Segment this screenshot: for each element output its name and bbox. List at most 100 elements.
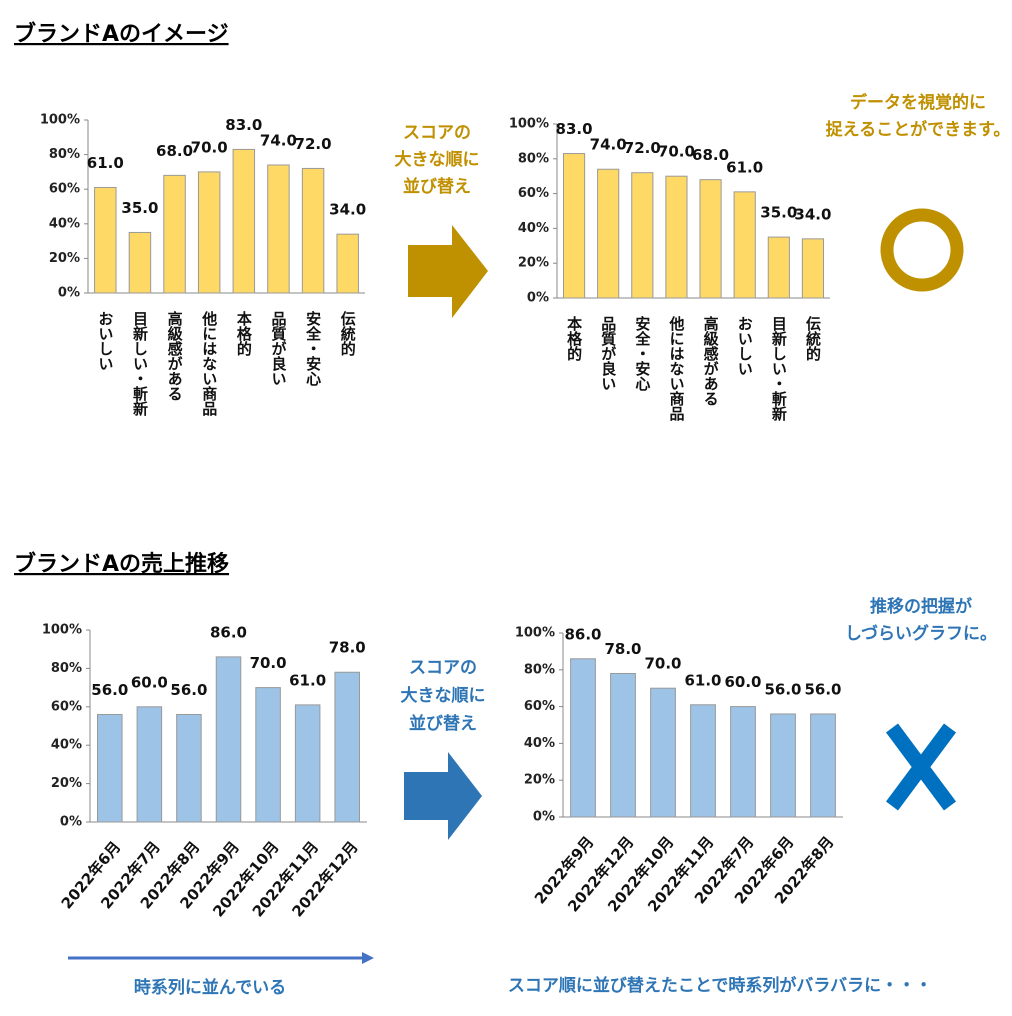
data-label: 34.0 xyxy=(794,205,831,223)
y-tick-label: 20% xyxy=(518,256,549,271)
data-label: 61.0 xyxy=(87,154,124,172)
data-label: 86.0 xyxy=(210,623,247,641)
x-tick-label: 伝統的 xyxy=(804,315,822,362)
data-label: 61.0 xyxy=(684,671,721,689)
bar xyxy=(730,706,756,818)
bar xyxy=(810,713,836,818)
data-label: 72.0 xyxy=(624,139,661,157)
data-label: 60.0 xyxy=(131,673,168,691)
data-label: 68.0 xyxy=(692,146,729,164)
cross-mark xyxy=(885,723,957,811)
data-label: 56.0 xyxy=(804,680,841,698)
y-tick-label: 80% xyxy=(51,661,82,676)
arrow-label: 大きな順に xyxy=(401,685,486,706)
section-title: ブランドAのイメージ xyxy=(14,21,229,47)
x-tick-label: 品質が良い xyxy=(269,311,287,386)
data-label: 86.0 xyxy=(564,625,601,643)
y-tick-label: 80% xyxy=(49,147,80,162)
note: 推移の把握が xyxy=(870,596,972,617)
circle-mark xyxy=(880,208,964,292)
data-label: 56.0 xyxy=(91,681,128,699)
y-tick-label: 40% xyxy=(51,738,82,753)
bar xyxy=(597,168,620,299)
x-tick-label: 他にはない商品 xyxy=(200,310,218,417)
data-label: 83.0 xyxy=(225,116,262,134)
bar xyxy=(699,179,722,299)
y-tick-label: 60% xyxy=(518,186,549,201)
y-tick-label: 80% xyxy=(518,151,549,166)
bar xyxy=(650,687,676,818)
y-tick-label: 100% xyxy=(40,113,80,128)
arrow-label: 並び替え xyxy=(403,176,471,197)
bar xyxy=(631,172,654,299)
y-tick-label: 20% xyxy=(524,773,555,788)
bar xyxy=(136,706,163,823)
arrow-label: スコアの xyxy=(403,123,471,143)
x-tick-label: 本格的 xyxy=(235,310,253,357)
bar xyxy=(163,174,186,294)
data-label: 60.0 xyxy=(724,673,761,691)
bar xyxy=(128,231,152,294)
bar xyxy=(267,164,290,294)
note: 捉えることができます。 xyxy=(826,119,1011,140)
x-tick-label: 本格的 xyxy=(565,315,583,362)
bar xyxy=(767,236,790,299)
data-label: 83.0 xyxy=(556,120,593,138)
bar xyxy=(197,171,221,294)
data-label: 70.0 xyxy=(191,138,228,156)
note: しづらいグラフに。 xyxy=(845,623,997,644)
x-tick-label: おいしい xyxy=(96,311,114,371)
arrow-label: 並び替え xyxy=(409,713,477,734)
bar xyxy=(610,672,636,818)
data-label: 61.0 xyxy=(726,158,763,176)
data-label: 78.0 xyxy=(604,640,641,658)
bar xyxy=(336,233,359,294)
x-tick-label: 高級感がある xyxy=(166,310,184,401)
x-tick-label: 伝統的 xyxy=(339,310,357,357)
y-tick-label: 100% xyxy=(42,623,82,638)
section-title: ブランドAの売上推移 xyxy=(14,551,229,577)
y-tick-label: 20% xyxy=(51,776,82,791)
bar xyxy=(255,687,281,823)
y-tick-label: 0% xyxy=(60,815,82,830)
x-tick-label: おいしい xyxy=(736,316,754,376)
data-label: 74.0 xyxy=(590,136,627,154)
bar xyxy=(215,656,242,823)
bar xyxy=(690,704,716,818)
bar xyxy=(294,704,321,823)
y-tick-label: 0% xyxy=(527,291,549,306)
y-tick-label: 20% xyxy=(49,251,80,266)
x-tick-label: 目新しい・斬新 xyxy=(131,311,149,417)
data-label: 74.0 xyxy=(260,131,297,149)
caption: 時系列に並んでいる xyxy=(134,977,286,998)
y-tick-label: 0% xyxy=(58,286,80,301)
y-tick-label: 40% xyxy=(49,216,80,231)
bar xyxy=(770,713,796,818)
bar xyxy=(176,713,202,823)
data-label: 78.0 xyxy=(329,639,366,657)
y-tick-label: 100% xyxy=(515,626,555,641)
y-tick-label: 60% xyxy=(524,699,555,714)
y-tick-label: 80% xyxy=(524,662,555,677)
y-tick-label: 0% xyxy=(533,810,555,825)
data-label: 70.0 xyxy=(644,655,681,673)
data-label: 34.0 xyxy=(329,201,366,219)
note: データを視覚的に xyxy=(850,92,986,113)
y-tick-label: 100% xyxy=(509,117,549,132)
data-label: 72.0 xyxy=(295,135,332,153)
bar xyxy=(301,167,325,294)
x-tick-label: 高級感がある xyxy=(702,315,720,406)
timeline-arrowhead xyxy=(362,952,374,964)
arrow-label: 大きな順に xyxy=(395,149,480,170)
data-label: 70.0 xyxy=(250,654,287,672)
bar xyxy=(94,186,117,294)
y-tick-label: 60% xyxy=(49,182,80,197)
data-label: 35.0 xyxy=(121,199,158,217)
y-tick-label: 40% xyxy=(518,221,549,236)
x-tick-label: 安全・安心 xyxy=(304,310,322,387)
data-label: 68.0 xyxy=(156,142,193,160)
bar xyxy=(665,175,688,299)
arrow xyxy=(408,225,488,318)
arrow-label: スコアの xyxy=(409,658,477,678)
data-label: 56.0 xyxy=(170,681,207,699)
